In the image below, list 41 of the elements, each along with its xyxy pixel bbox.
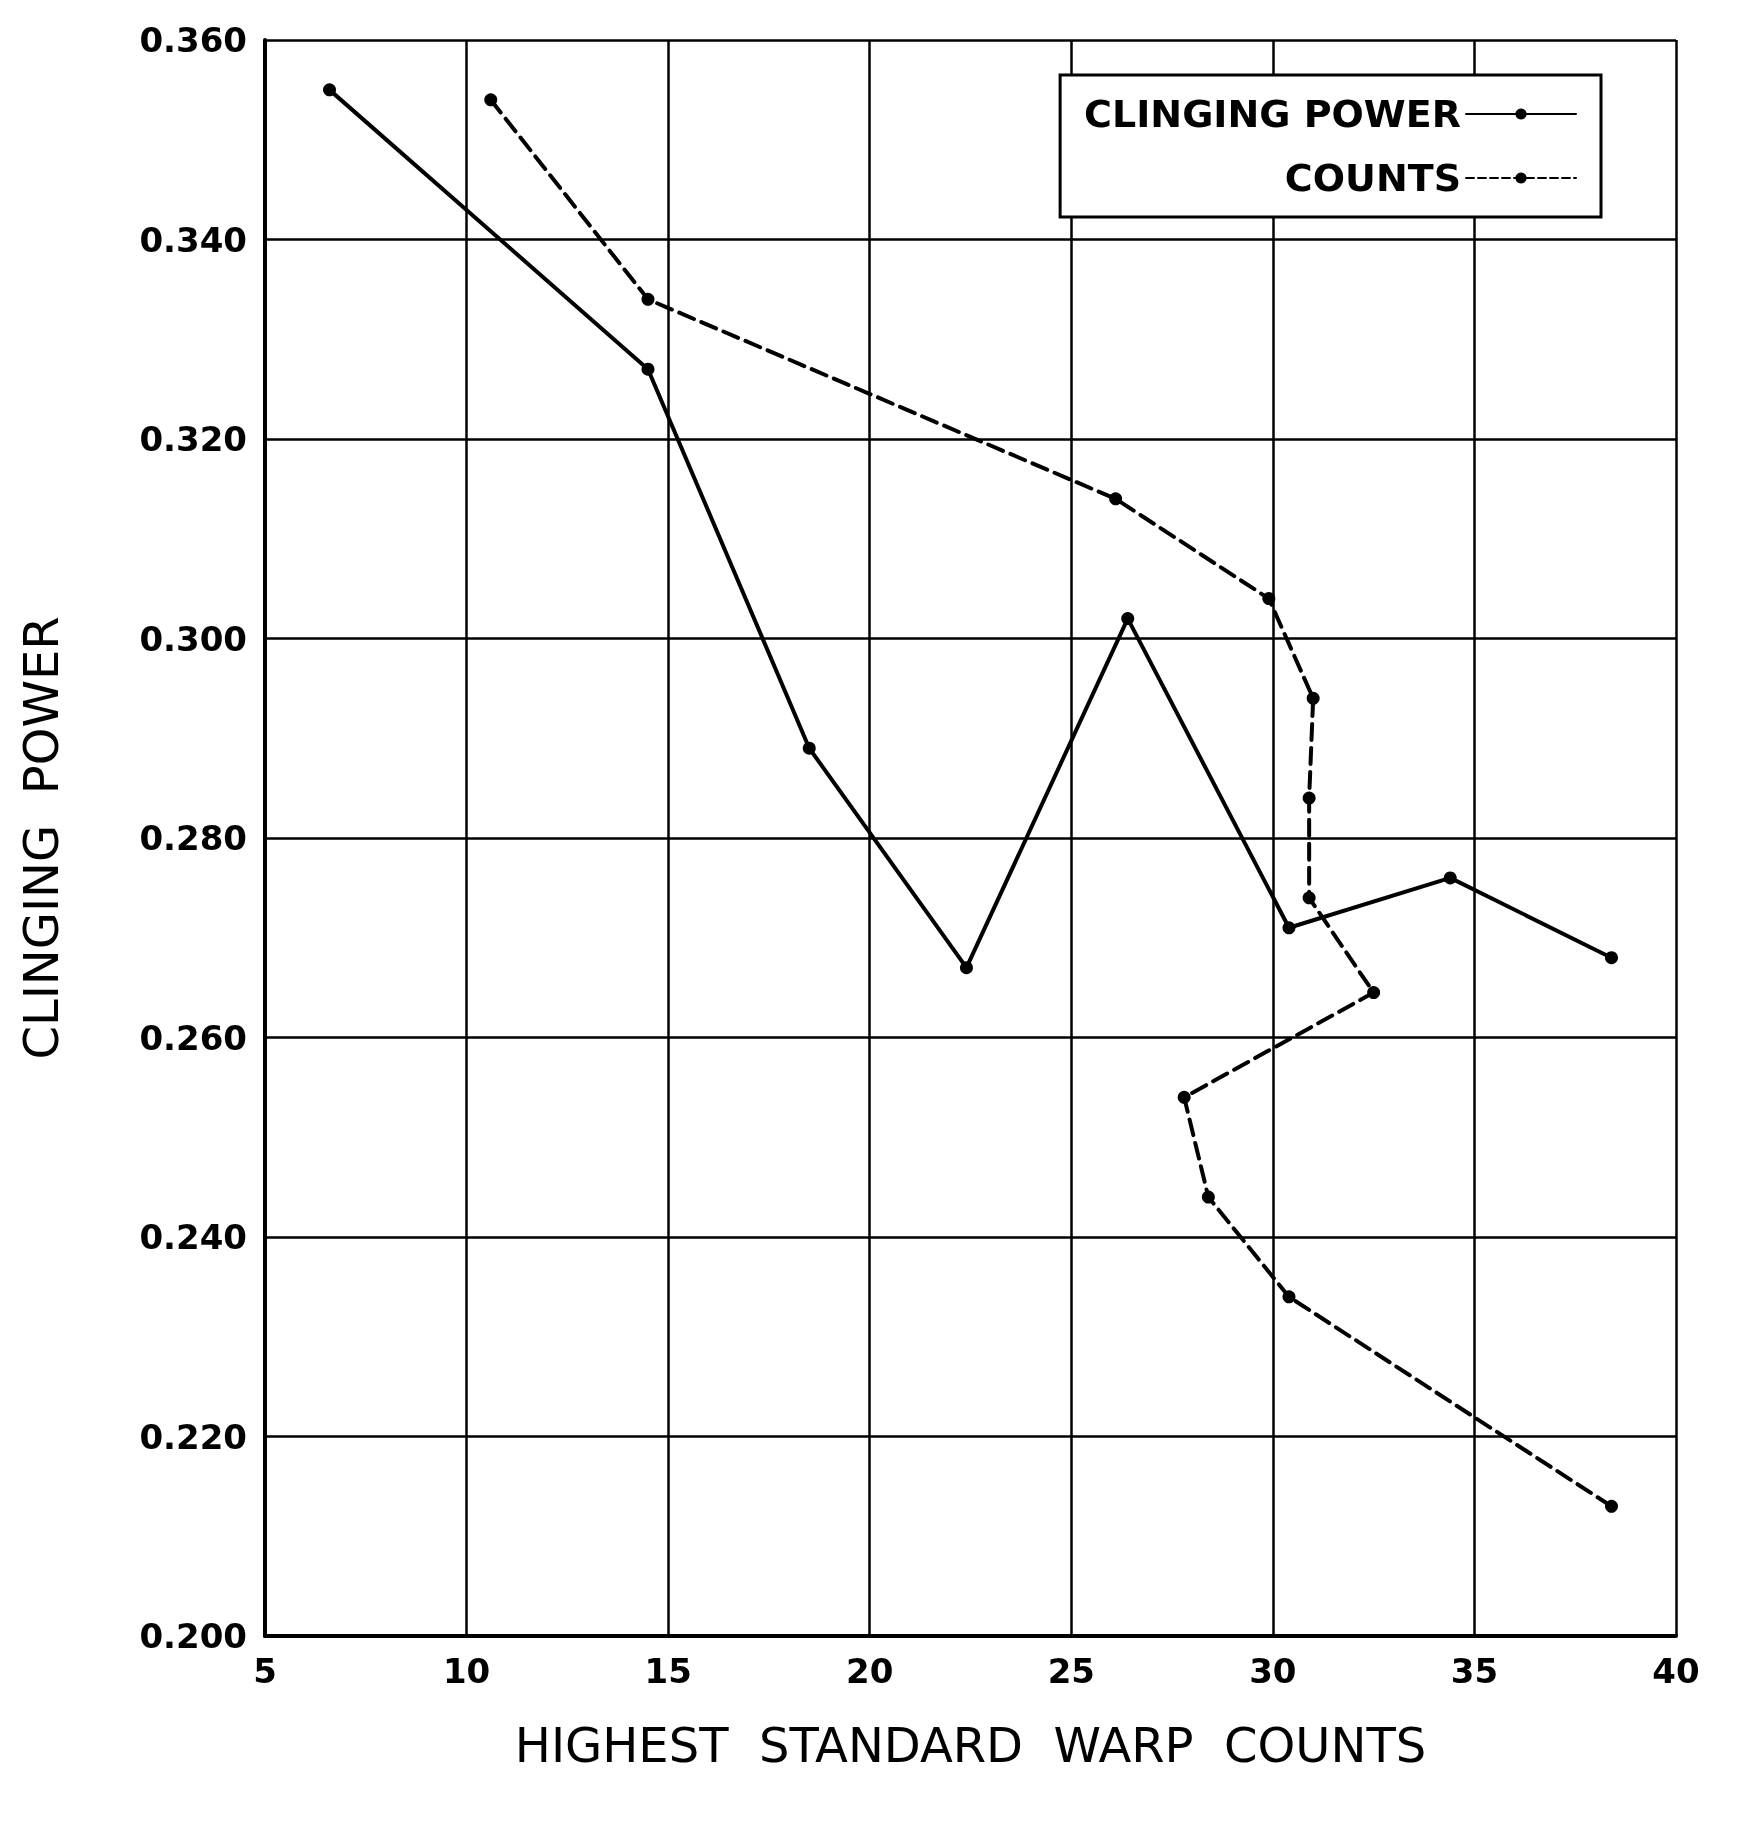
x-tick-label: 20 [846,1651,894,1691]
y-tick-label: 0.220 [139,1416,247,1457]
point [1605,1499,1618,1513]
point [641,362,655,376]
point [802,741,816,755]
point [1302,891,1316,905]
y-tick-label: 0.280 [139,818,247,858]
point [1282,1290,1296,1304]
point [1201,1190,1215,1204]
point [641,292,655,306]
y-tick-label: 0.340 [139,219,247,260]
point [1605,951,1618,965]
point [1367,986,1381,1000]
x-tick-label: 25 [1047,1651,1095,1691]
y-tick-label: 0.260 [139,1017,247,1058]
point [484,93,498,107]
y-tick-label: 0.300 [139,618,247,659]
y-tick-label: 0.360 [139,20,247,60]
point [1282,921,1296,935]
y-tick-label: 0.320 [139,419,247,459]
x-tick-label: 35 [1450,1651,1499,1691]
point [1177,1090,1191,1104]
point [1109,492,1123,506]
y-tick-label: 0.240 [139,1217,247,1257]
x-tick-label: 15 [644,1651,692,1691]
y-tick-label: 0.200 [139,1616,247,1656]
point [323,83,336,97]
point [1443,871,1457,885]
x-tick-label: 40 [1652,1651,1700,1691]
point [1306,691,1320,705]
x-tick-label: 10 [442,1651,491,1691]
point [1262,592,1276,606]
point [1121,612,1135,626]
x-tick-label: 5 [253,1651,277,1691]
x-axis-title: HIGHEST STANDARD WARP COUNTS [514,1717,1427,1773]
legend-label: COUNTS [1284,156,1461,200]
point [959,961,973,975]
x-tick-label: 30 [1249,1651,1297,1691]
point [1302,791,1316,805]
y-axis-title: CLINGING POWER [13,616,69,1060]
legend-label: CLINGING POWER [1084,92,1461,136]
